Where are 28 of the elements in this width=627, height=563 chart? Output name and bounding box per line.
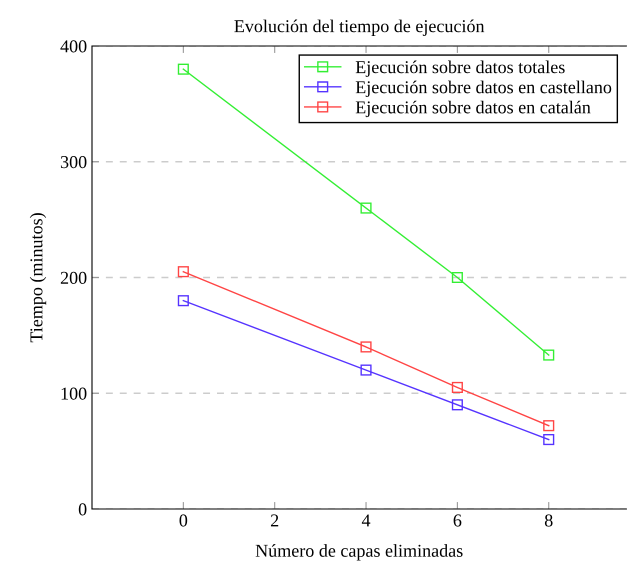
y-tick-label: 300 [60, 156, 86, 168]
point [452, 272, 463, 284]
point [452, 399, 463, 410]
x-tick-label: 6 [454, 514, 462, 527]
point [360, 341, 372, 353]
x-axis-title: Número de capas eliminadas [256, 544, 463, 561]
y-tick-label: 200 [60, 272, 86, 284]
x-tick-label: 8 [544, 514, 553, 527]
point [360, 202, 372, 214]
point [178, 64, 189, 75]
y-tick-label: 0 [78, 503, 86, 516]
point [543, 434, 554, 446]
legend-label: Ejecución sobre datos en catalán [356, 100, 591, 118]
point [543, 420, 554, 432]
point [543, 349, 554, 361]
x-tick-label: 4 [362, 514, 370, 526]
point [360, 364, 372, 376]
legend-label: Ejecución sobre datos en castellano [356, 80, 612, 98]
chart-title: Evolución del tiempo de ejecución [234, 20, 484, 36]
y-tick-label: 100 [62, 388, 86, 400]
y-axis-title: Tiempo (minutos) [30, 213, 46, 342]
legend-label: Ejecución sobre datos totales [356, 60, 565, 77]
point [178, 266, 189, 278]
point [452, 382, 463, 394]
y-tick-label: 400 [60, 40, 86, 52]
x-tick-label: 2 [270, 514, 278, 526]
point [178, 295, 189, 306]
x-tick-label: 0 [180, 514, 188, 527]
